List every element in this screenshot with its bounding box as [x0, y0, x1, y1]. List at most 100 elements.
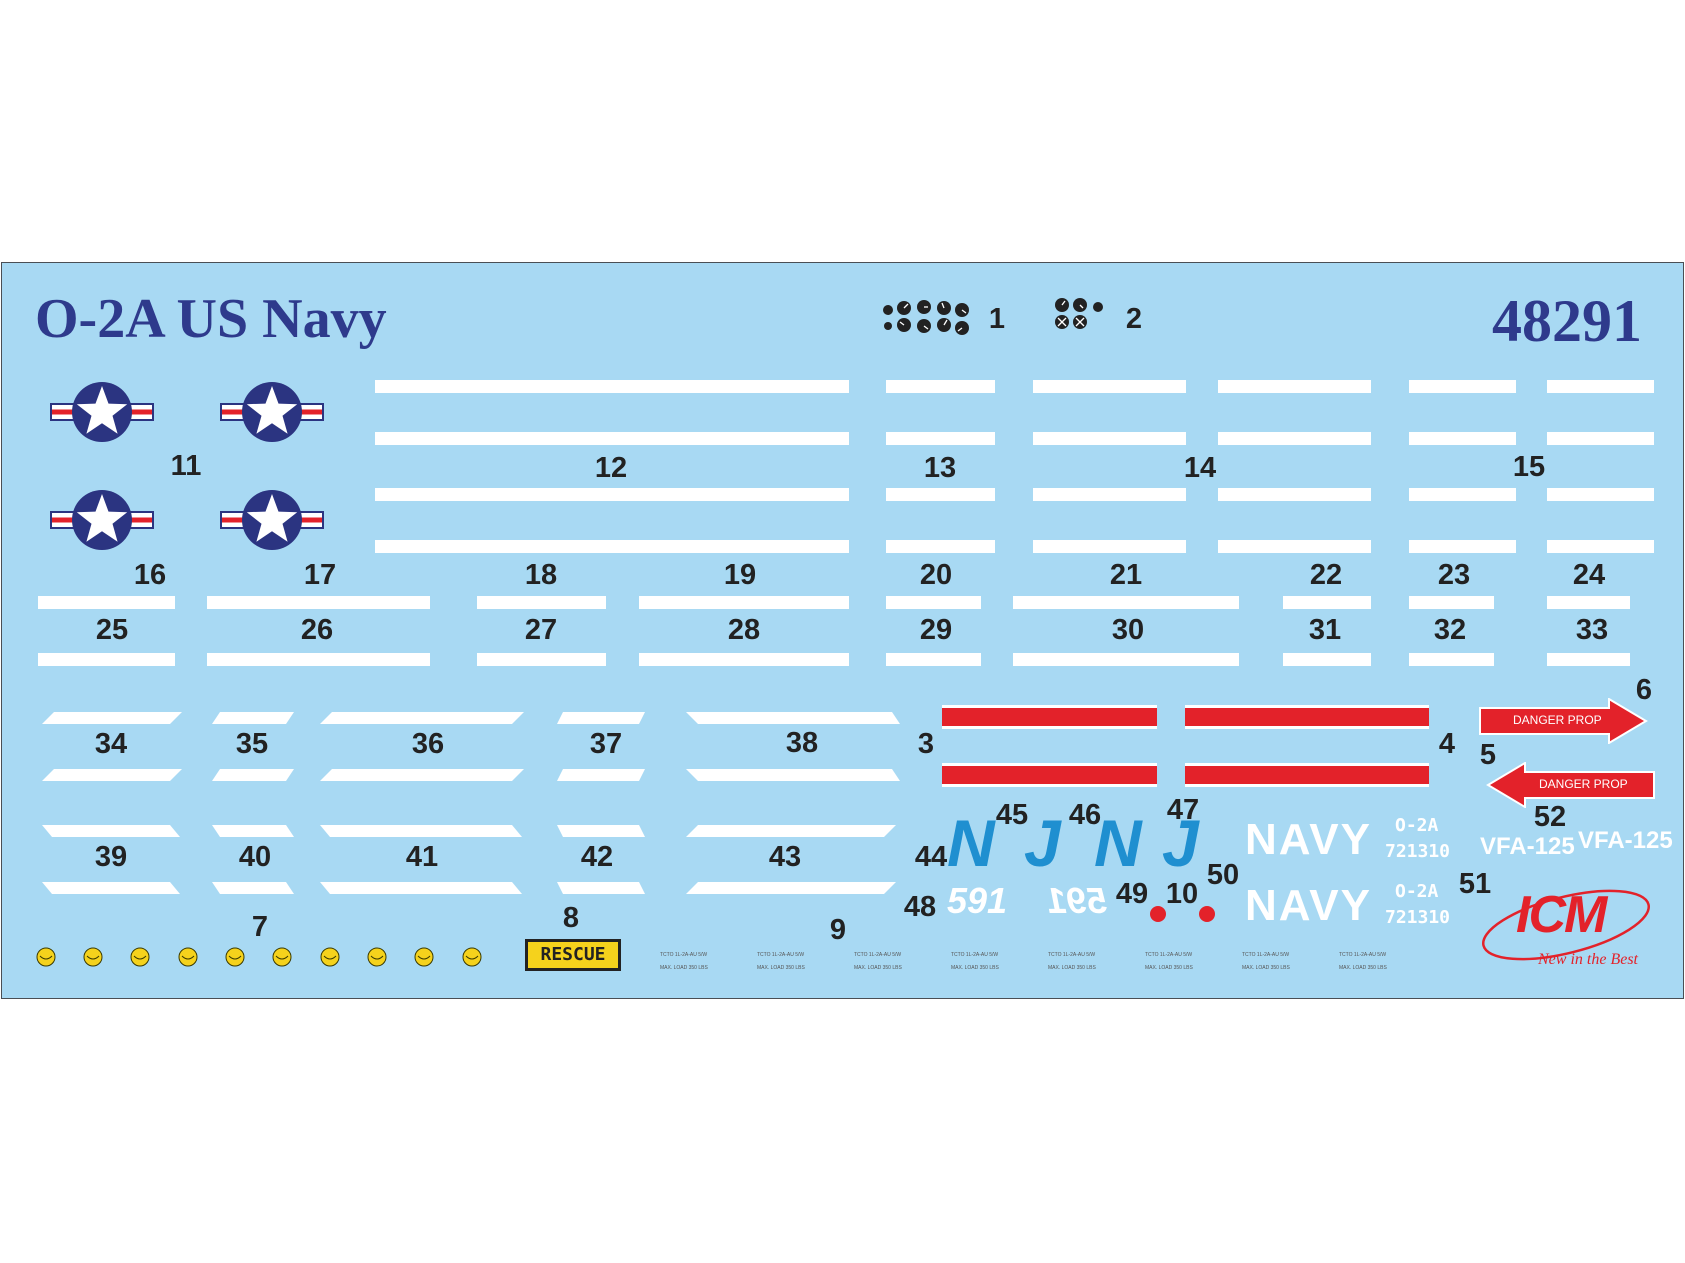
red-stripe-3: [942, 763, 1157, 787]
stripe-14: [1218, 488, 1371, 501]
stripe-15: [1547, 540, 1654, 553]
instrument-dials-decal: [883, 300, 969, 335]
danger-prop-arrow-left: [1486, 762, 1655, 808]
decal-number-24: 24: [1572, 559, 1606, 591]
stripe-13: [886, 380, 995, 393]
stripe-27: [477, 596, 606, 609]
danger-prop-label-6: DANGER PROP: [1513, 713, 1602, 727]
squadron-lettering: VFA-125: [1578, 827, 1673, 854]
decal-number-28: 28: [727, 614, 761, 646]
star-insignia-icon: [50, 490, 154, 550]
decal-number-46: 46: [1068, 799, 1102, 831]
stripe-14: [1218, 380, 1371, 393]
icm-slogan: New in the Best: [1538, 951, 1638, 968]
star-insignia-icon: [50, 382, 154, 442]
squadron-lettering: VFA-125: [1480, 833, 1575, 860]
decal-number-7: 7: [251, 911, 269, 943]
stencil-block: TCTO 1L-2A-AU 5/W MAX. LOAD 350 LBS: [951, 952, 999, 971]
stripe-12: [375, 488, 849, 501]
decal-number-6: 6: [1635, 674, 1653, 706]
stripe-15: [1409, 540, 1516, 553]
decal-number-10: 10: [1165, 878, 1199, 910]
decal-sheet: O-2A US Navy 48291 1 2 11: [1, 262, 1684, 999]
stripe-15: [1409, 380, 1516, 393]
decal-number-3: 3: [917, 728, 935, 760]
stripe-13: [886, 488, 995, 501]
tail-letter-n-45: N: [947, 806, 995, 880]
decal-number-12: 12: [594, 452, 628, 484]
decal-number-21: 21: [1109, 559, 1143, 591]
decal-number-50: 50: [1206, 859, 1240, 891]
decal-number-19: 19: [723, 559, 757, 591]
stripe-15: [1547, 488, 1654, 501]
stripe-29: [886, 596, 981, 609]
stripe-14: [1033, 540, 1186, 553]
stripe-25: [38, 653, 175, 666]
decal-number-37: 37: [589, 728, 623, 760]
decal-number-2: 2: [1125, 303, 1143, 335]
stripe-25: [38, 596, 175, 609]
decal-number-20: 20: [919, 559, 953, 591]
decal-number-27: 27: [524, 614, 558, 646]
serial-stencil: 721310: [1385, 907, 1451, 928]
red-dot-decals: [1150, 906, 1215, 922]
decal-number-29: 29: [919, 614, 953, 646]
stencil-block: TCTO 1L-2A-AU 5/W MAX. LOAD 350 LBS: [660, 952, 708, 971]
stencil-block: TCTO 1L-2A-AU 5/W MAX. LOAD 350 LBS: [1242, 952, 1290, 971]
decal-number-49: 49: [1115, 878, 1149, 910]
danger-prop-arrow-right: [1479, 698, 1648, 744]
product-code: 48291: [1492, 288, 1642, 354]
stripe-28: [639, 596, 849, 609]
decal-number-9: 9: [829, 914, 847, 946]
red-stripe-4: [1185, 763, 1429, 787]
stripe-33: [1547, 596, 1630, 609]
stripe-12: [375, 380, 849, 393]
stencil-block: TCTO 1L-2A-AU 5/W MAX. LOAD 350 LBS: [1048, 952, 1096, 971]
stripe-26: [207, 653, 430, 666]
danger-prop-label-5: DANGER PROP: [1539, 777, 1628, 791]
decal-number-5: 5: [1479, 739, 1497, 771]
decal-number-45: 45: [995, 799, 1029, 831]
decal-number-31: 31: [1308, 614, 1342, 646]
tail-letter-j-46: J: [1024, 806, 1061, 880]
stripe-14: [1033, 380, 1186, 393]
yellow-dot-decals: [36, 947, 482, 967]
decal-number-41: 41: [405, 841, 439, 873]
decal-number-52: 52: [1533, 801, 1567, 833]
tail-letter-n-47: N: [1094, 806, 1142, 880]
icm-logo: ICM: [1516, 886, 1607, 944]
decal-number-35: 35: [235, 728, 269, 760]
decal-number-22: 22: [1309, 559, 1343, 591]
stripe-14: [1218, 432, 1371, 445]
decal-number-17: 17: [303, 559, 337, 591]
stencil-block: TCTO 1L-2A-AU 5/W MAX. LOAD 350 LBS: [1145, 952, 1193, 971]
small-dials-decal: [1055, 298, 1103, 329]
stripe-27: [477, 653, 606, 666]
red-stripe-3: [942, 705, 1157, 729]
decal-number-34: 34: [94, 728, 128, 760]
stripe-15: [1547, 432, 1654, 445]
stripe-15: [1409, 432, 1516, 445]
stripe-30: [1013, 653, 1239, 666]
navy-lettering: NAVY: [1245, 815, 1372, 864]
decal-number-32: 32: [1433, 614, 1467, 646]
icm-logo-swoosh: [1481, 889, 1651, 961]
rescue-placard: RESCUE: [525, 939, 621, 971]
decal-number-23: 23: [1437, 559, 1471, 591]
stripe-31: [1283, 653, 1371, 666]
decal-number-48: 48: [903, 891, 937, 923]
stripe-28: [639, 653, 849, 666]
decal-number-25: 25: [95, 614, 129, 646]
tail-number-mirrored: 591: [1047, 880, 1108, 921]
star-insignia-icon: [220, 490, 324, 550]
stripe-31: [1283, 596, 1371, 609]
stripe-12: [375, 540, 849, 553]
decal-number-33: 33: [1575, 614, 1609, 646]
decal-number-38: 38: [785, 727, 819, 759]
stripe-26: [207, 596, 430, 609]
tail-number: 591: [947, 880, 1008, 921]
red-stripe-4: [1185, 705, 1429, 729]
stripe-32: [1409, 653, 1494, 666]
stripe-15: [1409, 488, 1516, 501]
decal-number-4: 4: [1438, 728, 1456, 760]
